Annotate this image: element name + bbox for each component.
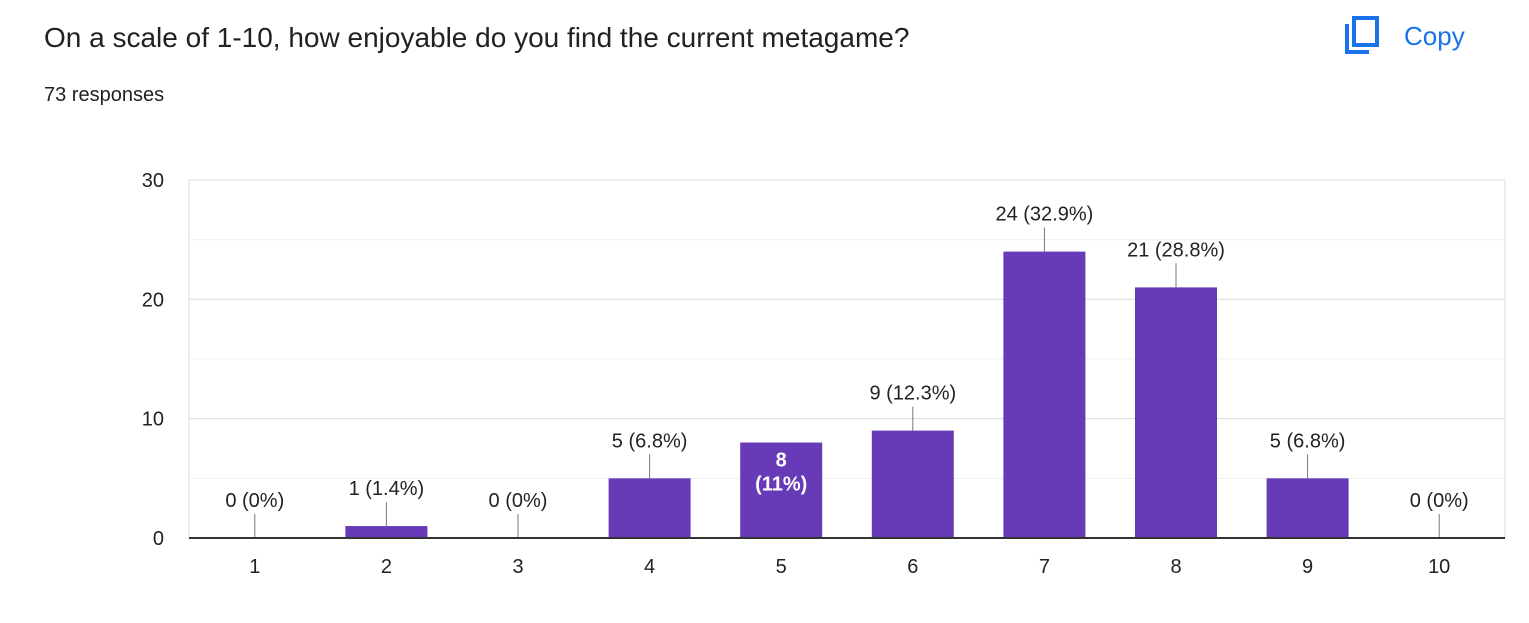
x-tick-label: 6 xyxy=(907,556,918,578)
x-tick-label: 10 xyxy=(1428,556,1450,578)
response-count: 73 responses xyxy=(44,84,165,106)
x-tick-label: 5 xyxy=(776,556,787,578)
data-label: 1 (1.4%) xyxy=(349,478,425,500)
x-tick-label: 1 xyxy=(249,556,260,578)
y-tick-label: 10 xyxy=(142,409,164,431)
data-label: 24 (32.9%) xyxy=(995,204,1093,226)
x-tick-label: 4 xyxy=(644,556,655,578)
bar xyxy=(1266,478,1349,538)
y-tick-label: 20 xyxy=(142,289,164,311)
copy-label: Copy xyxy=(1404,20,1465,51)
bar xyxy=(345,526,428,538)
x-tick-label: 8 xyxy=(1170,556,1181,578)
bar xyxy=(871,430,954,538)
bar xyxy=(608,478,691,538)
question-title: On a scale of 1-10, how enjoyable do you… xyxy=(44,22,910,53)
data-label: 0 (0%) xyxy=(225,490,284,512)
data-label: 9 (12.3%) xyxy=(869,383,956,405)
bar xyxy=(740,442,823,538)
data-label: 5 (6.8%) xyxy=(1270,430,1346,452)
x-tick-label: 7 xyxy=(1039,556,1050,578)
y-tick-label: 30 xyxy=(142,170,164,192)
x-tick-label: 2 xyxy=(381,556,392,578)
data-label: 0 (0%) xyxy=(489,490,548,512)
bar xyxy=(1003,251,1086,538)
y-tick-label: 0 xyxy=(153,528,164,550)
copy-button[interactable]: Copy xyxy=(1344,14,1465,58)
data-label: 5 (6.8%) xyxy=(612,430,688,452)
copy-icon xyxy=(1344,16,1380,56)
data-label: (11%) xyxy=(755,474,807,496)
data-label: 8 xyxy=(776,450,787,472)
bar xyxy=(1135,287,1217,538)
x-tick-label: 3 xyxy=(512,556,523,578)
x-tick-label: 9 xyxy=(1302,556,1313,578)
data-label: 21 (28.8%) xyxy=(1127,239,1225,261)
data-label: 0 (0%) xyxy=(1410,490,1469,512)
